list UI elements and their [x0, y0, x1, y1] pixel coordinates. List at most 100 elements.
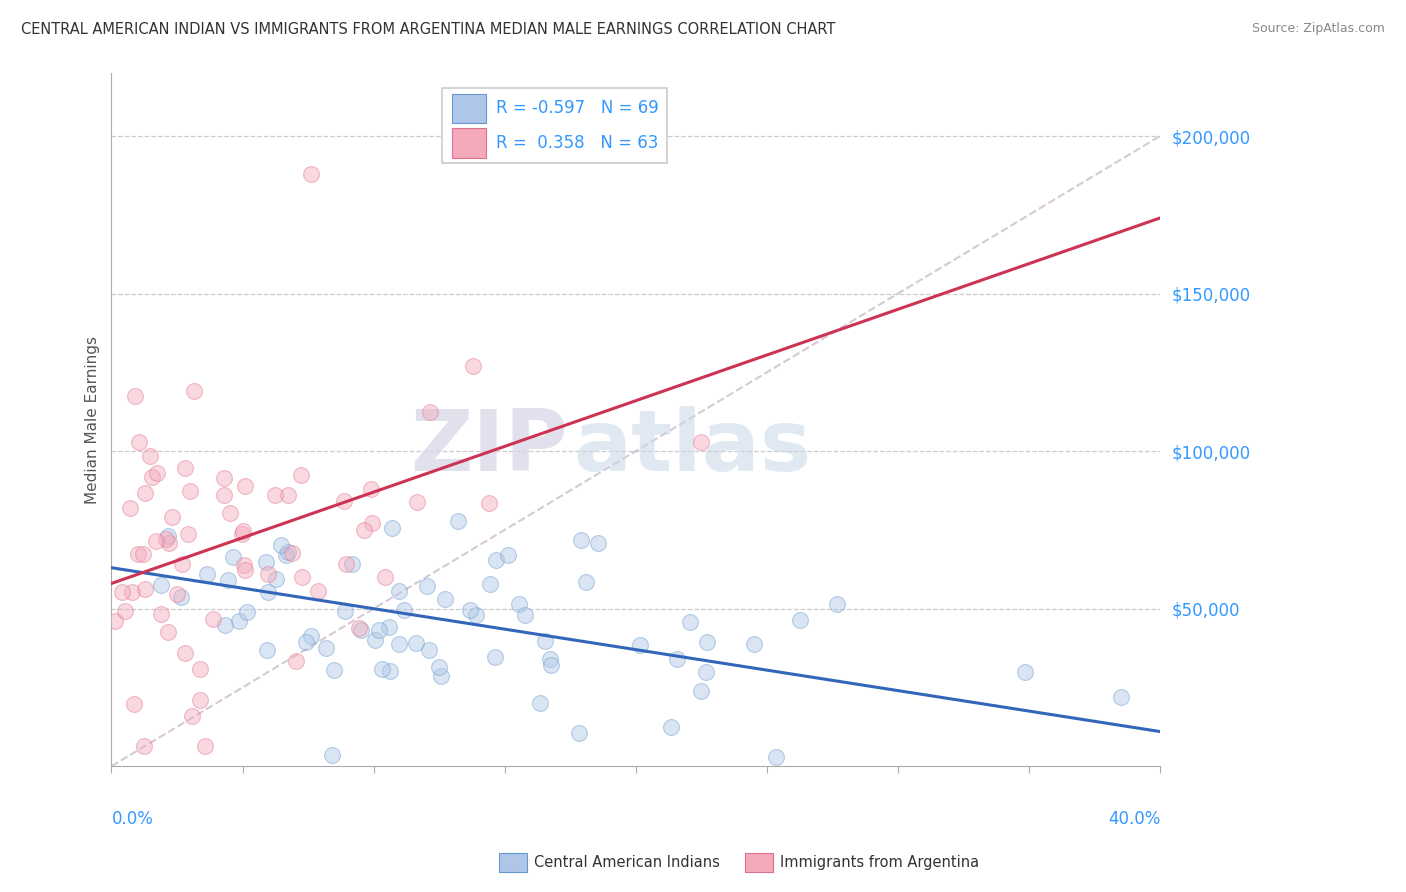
FancyBboxPatch shape: [441, 88, 668, 163]
Text: Immigrants from Argentina: Immigrants from Argentina: [780, 855, 980, 870]
Point: [478, 496, 501, 510]
Point: [406, 495, 429, 509]
Point: [463, 359, 485, 373]
Point: [333, 493, 356, 508]
Point: [378, 664, 401, 678]
Point: [172, 557, 194, 571]
Point: [166, 587, 188, 601]
Point: [378, 620, 401, 634]
Point: [374, 570, 396, 584]
Point: [529, 696, 551, 710]
Point: [742, 637, 765, 651]
Point: [508, 597, 530, 611]
Point: [567, 726, 589, 740]
Point: [233, 479, 256, 493]
Point: [124, 389, 146, 403]
Point: [217, 573, 239, 587]
Point: [392, 603, 415, 617]
Point: [274, 548, 297, 562]
Point: [128, 434, 150, 449]
Point: [695, 665, 717, 680]
Point: [430, 669, 453, 683]
Point: [464, 608, 486, 623]
Point: [188, 662, 211, 676]
Point: [291, 570, 314, 584]
Point: [322, 663, 344, 677]
Point: [170, 590, 193, 604]
Point: [264, 572, 287, 586]
Point: [284, 654, 307, 668]
Point: [367, 624, 389, 638]
Point: [111, 585, 134, 599]
Point: [690, 434, 713, 449]
Point: [295, 635, 318, 649]
Point: [222, 549, 245, 564]
Text: R = -0.597   N = 69: R = -0.597 N = 69: [496, 99, 659, 118]
Point: [360, 516, 382, 530]
Point: [418, 643, 440, 657]
Point: [825, 597, 848, 611]
Point: [201, 612, 224, 626]
Point: [104, 614, 127, 628]
Point: [139, 450, 162, 464]
Point: [1109, 690, 1132, 704]
Point: [177, 526, 200, 541]
Point: [188, 693, 211, 707]
Point: [156, 624, 179, 639]
Y-axis label: Median Male Earnings: Median Male Earnings: [86, 335, 100, 504]
Point: [690, 684, 713, 698]
Point: [364, 632, 387, 647]
Point: [228, 614, 250, 628]
Point: [342, 558, 364, 572]
Point: [141, 470, 163, 484]
Point: [350, 623, 373, 637]
Point: [299, 167, 322, 181]
Point: [479, 577, 502, 591]
Text: Central American Indians: Central American Indians: [534, 855, 720, 870]
Point: [214, 617, 236, 632]
Point: [281, 546, 304, 560]
Point: [765, 749, 787, 764]
Point: [118, 501, 141, 516]
Point: [307, 583, 329, 598]
Point: [174, 460, 197, 475]
Point: [789, 614, 811, 628]
Point: [162, 509, 184, 524]
Point: [134, 485, 156, 500]
Text: Source: ZipAtlas.com: Source: ZipAtlas.com: [1251, 22, 1385, 36]
Point: [485, 552, 508, 566]
Point: [232, 524, 254, 538]
Text: atlas: atlas: [572, 406, 811, 489]
Point: [335, 558, 357, 572]
Point: [496, 548, 519, 562]
Point: [263, 488, 285, 502]
Point: [534, 634, 557, 648]
Point: [233, 563, 256, 577]
Point: [134, 582, 156, 597]
Point: [212, 471, 235, 485]
Point: [157, 536, 180, 550]
Point: [1014, 665, 1036, 679]
Point: [277, 488, 299, 502]
Point: [276, 545, 298, 559]
Point: [540, 657, 562, 672]
Point: [197, 566, 219, 581]
Point: [183, 384, 205, 398]
Text: 40.0%: 40.0%: [1108, 810, 1160, 829]
Point: [360, 483, 382, 497]
Point: [513, 608, 536, 623]
Point: [233, 558, 256, 572]
Point: [114, 604, 136, 618]
Point: [429, 660, 451, 674]
Point: [134, 739, 156, 754]
Point: [179, 483, 201, 498]
Bar: [453, 128, 486, 158]
Point: [458, 603, 481, 617]
Point: [157, 529, 180, 543]
Point: [212, 487, 235, 501]
Point: [347, 621, 370, 635]
Point: [231, 527, 253, 541]
Point: [127, 547, 149, 561]
Point: [335, 604, 357, 618]
Point: [388, 583, 411, 598]
